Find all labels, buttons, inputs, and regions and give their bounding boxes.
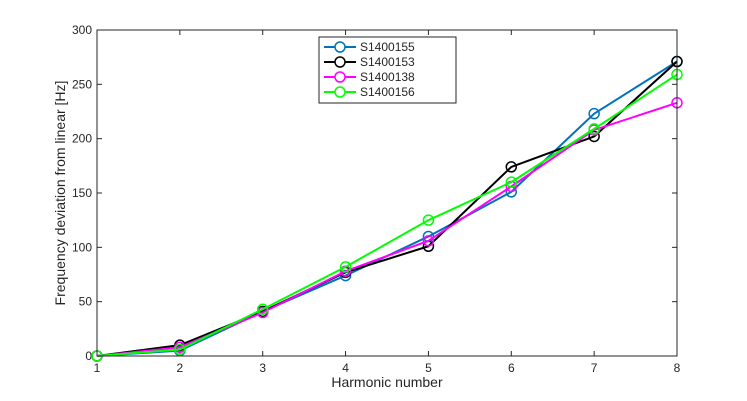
data-point (174, 343, 186, 356)
y-tick-label: 150 (72, 186, 92, 200)
x-tick-label: 2 (177, 361, 184, 375)
legend-item: S1400156 (324, 85, 415, 99)
data-point (588, 130, 600, 143)
series-line (96, 60, 678, 357)
data-point (339, 261, 352, 273)
y-axis-label: Frequency deviation from linear [Hz] (52, 81, 68, 306)
legend-marker (334, 71, 346, 83)
x-tick-label: 8 (674, 361, 681, 375)
y-tick-label: 0 (85, 349, 92, 363)
x-tick-label: 1 (94, 361, 101, 375)
data-point (588, 123, 600, 135)
data-point (505, 161, 518, 173)
data-point (422, 235, 435, 247)
legend-marker (334, 56, 346, 68)
legend-item: S1400138 (324, 70, 415, 84)
x-tick-label: 6 (508, 361, 515, 375)
plot-frame (96, 29, 678, 357)
x-axis-label: Harmonic number (331, 374, 443, 390)
x-tick-label: 4 (342, 361, 349, 375)
legend-label: S1400155 (360, 40, 415, 54)
legend-item: S1400153 (324, 55, 415, 69)
y-tick-label: 200 (72, 132, 92, 146)
x-tick-label: 3 (259, 361, 266, 375)
legend-label: S1400153 (360, 55, 415, 69)
series-line (96, 73, 678, 357)
x-tick-label: 7 (591, 361, 598, 375)
y-tick-label: 50 (79, 295, 93, 309)
y-tick-label: 250 (72, 77, 92, 91)
series-line (96, 101, 678, 357)
x-tick-label: 5 (425, 361, 432, 375)
legend-marker (334, 41, 346, 53)
data-point (256, 303, 269, 316)
y-tick-label: 100 (72, 240, 92, 254)
axis-tick-labels: 1 2 3 4 5 6 7 8 0 50 100 150 200 250 300 (72, 23, 681, 375)
legend-marker (334, 86, 346, 98)
series-layer (91, 55, 683, 362)
y-tick-label: 300 (72, 23, 92, 37)
legend-label: S1400156 (360, 85, 415, 99)
data-point (505, 176, 518, 188)
legend-label: S1400138 (360, 70, 415, 84)
data-point (588, 107, 600, 120)
legend-item: S1400155 (324, 40, 415, 54)
data-point (422, 214, 435, 226)
